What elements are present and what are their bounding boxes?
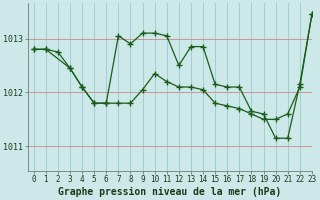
X-axis label: Graphe pression niveau de la mer (hPa): Graphe pression niveau de la mer (hPa): [58, 186, 281, 197]
